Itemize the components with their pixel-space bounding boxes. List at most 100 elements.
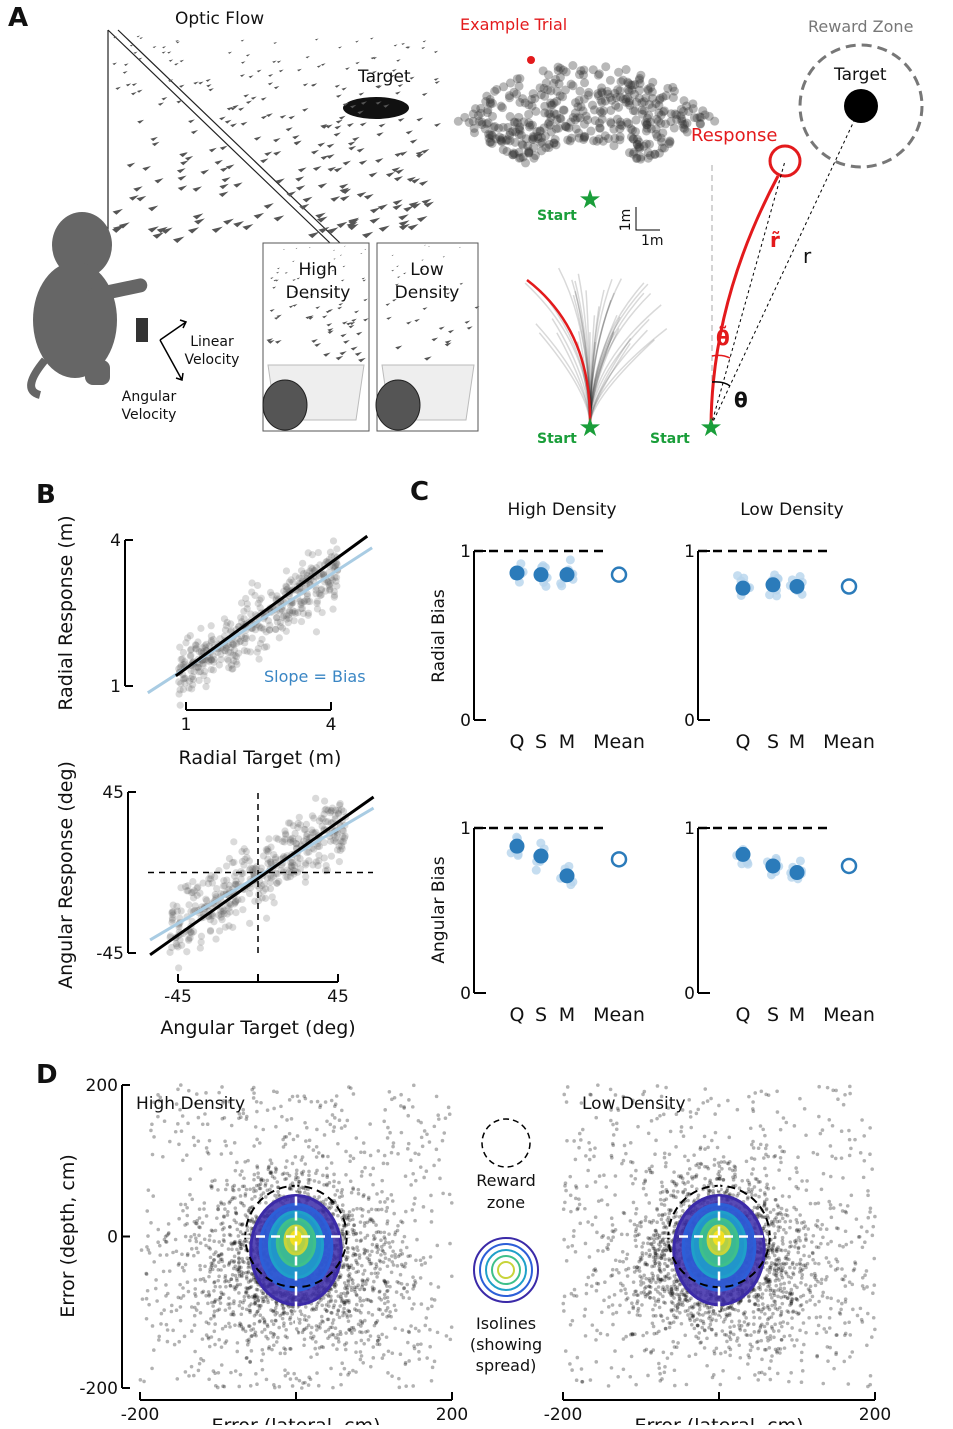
- error-point: [800, 1380, 804, 1384]
- error-point: [401, 1240, 405, 1244]
- error-point: [228, 1325, 232, 1329]
- trial-dot: [551, 75, 560, 84]
- error-point: [371, 1313, 375, 1317]
- error-point: [219, 1268, 223, 1272]
- scatter-point: [238, 848, 245, 855]
- scatter-point: [261, 644, 268, 651]
- error-point: [387, 1258, 391, 1262]
- error-point: [253, 1173, 257, 1177]
- error-point: [260, 1330, 264, 1334]
- error-point: [252, 1096, 256, 1100]
- scatter-point: [247, 610, 254, 617]
- panel-label: D: [36, 1060, 58, 1090]
- panel-label: A: [8, 3, 28, 33]
- error-point: [259, 1178, 263, 1182]
- error-point: [318, 1326, 322, 1330]
- error-point: [266, 1337, 270, 1341]
- error-point: [805, 1188, 809, 1192]
- error-point: [245, 1356, 249, 1360]
- error-point: [283, 1368, 287, 1372]
- error-point: [284, 1374, 288, 1378]
- error-point: [412, 1202, 416, 1206]
- error-point: [402, 1105, 406, 1109]
- error-point: [381, 1312, 385, 1316]
- trial-dot: [497, 102, 506, 111]
- error-point: [341, 1232, 345, 1236]
- error-point: [355, 1207, 359, 1211]
- fit-line: [150, 797, 373, 955]
- error-point: [237, 1260, 241, 1264]
- error-point: [140, 1248, 144, 1252]
- error-point: [303, 1337, 307, 1341]
- error-point: [201, 1221, 205, 1225]
- error-point: [244, 1290, 248, 1294]
- error-point: [400, 1131, 404, 1135]
- error-point: [402, 1286, 406, 1290]
- error-point: [259, 1101, 263, 1105]
- error-point: [233, 1141, 237, 1145]
- trial-dot: [470, 124, 479, 133]
- error-point: [335, 1189, 339, 1193]
- error-point: [832, 1367, 836, 1371]
- error-point: [296, 1094, 300, 1098]
- error-point: [274, 1306, 278, 1310]
- error-point: [180, 1129, 184, 1133]
- error-point: [749, 1333, 753, 1337]
- chart-title: High Density: [136, 1094, 245, 1114]
- error-point: [351, 1267, 355, 1271]
- error-point: [384, 1281, 388, 1285]
- error-point: [359, 1324, 363, 1328]
- error-point: [334, 1290, 338, 1294]
- error-point: [299, 1309, 303, 1313]
- error-point: [419, 1276, 423, 1280]
- error-point: [152, 1260, 156, 1264]
- error-point: [652, 1237, 656, 1241]
- error-point: [286, 1312, 290, 1316]
- error-point: [348, 1210, 352, 1214]
- error-point: [351, 1254, 355, 1258]
- error-point: [279, 1105, 283, 1109]
- x-tick-label: -45: [164, 987, 192, 1007]
- error-point: [368, 1219, 372, 1223]
- low-density-label: Density: [395, 283, 460, 303]
- scatter-point: [286, 615, 293, 622]
- error-point: [356, 1248, 360, 1252]
- y-tick-label: -45: [96, 944, 124, 964]
- error-point: [379, 1238, 383, 1242]
- error-point: [292, 1138, 296, 1142]
- trial-dot: [476, 109, 485, 118]
- error-point: [314, 1340, 318, 1344]
- error-point: [351, 1278, 355, 1282]
- error-point: [404, 1361, 408, 1365]
- error-point: [354, 1350, 358, 1354]
- error-point: [246, 1287, 250, 1291]
- error-point: [156, 1240, 160, 1244]
- error-point: [399, 1104, 403, 1108]
- error-point: [248, 1324, 252, 1328]
- error-point: [316, 1302, 320, 1306]
- error-point: [412, 1084, 416, 1088]
- scatter-point: [189, 878, 196, 885]
- x-tick-label: S: [767, 731, 779, 753]
- error-point: [391, 1249, 395, 1253]
- scatter-point: [267, 589, 274, 596]
- error-point: [273, 1309, 277, 1313]
- error-point: [372, 1280, 376, 1284]
- scatter-point: [240, 608, 247, 615]
- target-label: Target: [357, 67, 411, 87]
- error-point: [227, 1100, 231, 1104]
- error-point: [378, 1296, 382, 1300]
- x-tick-label: S: [535, 731, 547, 753]
- error-point: [222, 1202, 226, 1206]
- error-point: [193, 1350, 197, 1354]
- error-point: [804, 1133, 808, 1137]
- error-point: [184, 1263, 188, 1267]
- trial-dot: [680, 96, 689, 105]
- scatter-point: [271, 899, 278, 906]
- error-point: [204, 1091, 208, 1095]
- error-point: [250, 1217, 254, 1221]
- scatter-point: [254, 582, 261, 589]
- y-axis-label: Radial Bias: [429, 589, 449, 683]
- scatter-point: [318, 815, 325, 822]
- error-point: [349, 1086, 353, 1090]
